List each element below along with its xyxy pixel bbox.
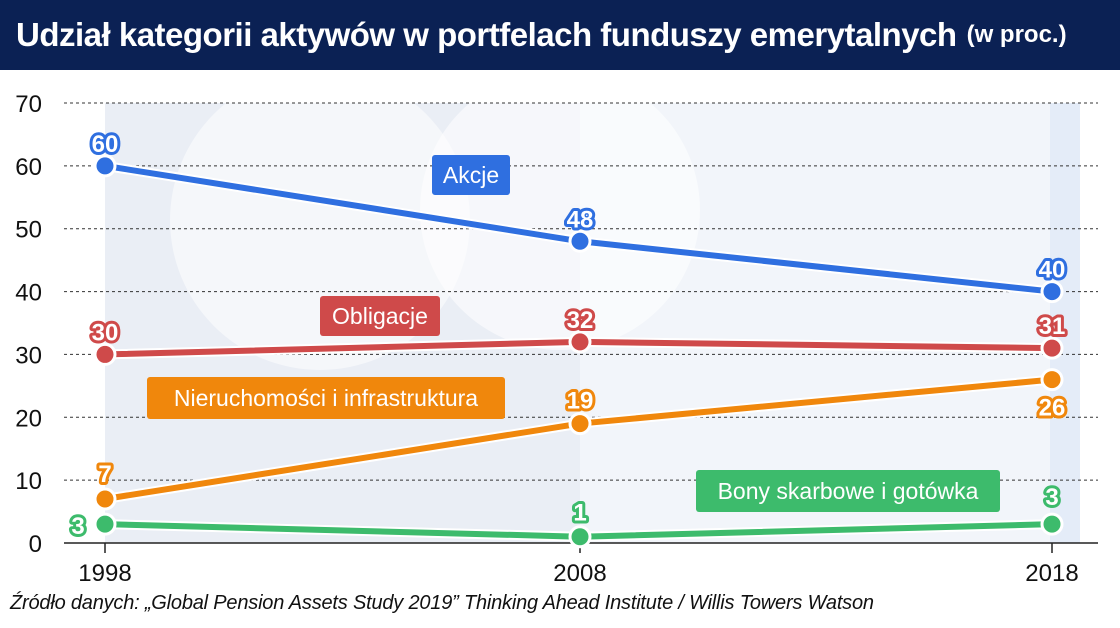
watermark-circle bbox=[420, 70, 700, 350]
y-tick-label: 20 bbox=[15, 405, 42, 432]
data-point bbox=[93, 512, 117, 536]
series-name-label: Obligacje bbox=[332, 303, 428, 329]
series-name-bg bbox=[696, 470, 1000, 512]
y-tick-label: 30 bbox=[15, 342, 42, 369]
value-label: 26 bbox=[1039, 395, 1066, 422]
series-name-label: Bony skarbowe i gotówka bbox=[718, 478, 979, 504]
data-point bbox=[1040, 336, 1064, 360]
data-point bbox=[93, 154, 117, 178]
value-label: 7 bbox=[98, 461, 111, 488]
data-point bbox=[568, 525, 592, 549]
series-group bbox=[93, 154, 1064, 549]
data-point bbox=[568, 330, 592, 354]
value-label: 30 bbox=[92, 319, 119, 346]
series-name-label: Nieruchomości i infrastruktura bbox=[174, 385, 478, 411]
data-point bbox=[1040, 368, 1064, 392]
value-label: 60 bbox=[92, 131, 119, 158]
series-name-box: Nieruchomości i infrastruktura bbox=[147, 377, 505, 419]
value-label: 40 bbox=[1039, 257, 1066, 284]
data-point bbox=[568, 229, 592, 253]
source-note: Źródło danych: „Global Pension Assets St… bbox=[10, 592, 874, 614]
series-name-box: Akcje bbox=[432, 155, 510, 195]
chart-title: Udział kategorii aktywów w portfelach fu… bbox=[16, 16, 957, 53]
x-tick-label: 2018 bbox=[1025, 560, 1078, 587]
y-tick-label: 60 bbox=[15, 154, 42, 181]
series-name-bg bbox=[147, 377, 505, 419]
value-label: 19 bbox=[567, 388, 594, 415]
series-name-bg bbox=[320, 296, 440, 336]
value-label: 3 bbox=[1045, 484, 1058, 511]
value-label: 31 bbox=[1039, 313, 1066, 340]
series-name-box: Bony skarbowe i gotówka bbox=[696, 470, 1000, 512]
data-point bbox=[1040, 512, 1064, 536]
series-name-bg bbox=[432, 155, 510, 195]
data-point bbox=[93, 342, 117, 366]
watermark-circle bbox=[170, 70, 470, 370]
y-tick-label: 10 bbox=[15, 468, 42, 495]
y-tick-label: 0 bbox=[29, 531, 42, 558]
title-bar: Udział kategorii aktywów w portfelach fu… bbox=[0, 0, 1120, 70]
chart-title-unit: (w proc.) bbox=[966, 21, 1067, 48]
data-point bbox=[93, 487, 117, 511]
x-tick-label: 2008 bbox=[553, 560, 606, 587]
series-name-box: Obligacje bbox=[320, 296, 440, 336]
data-point bbox=[568, 412, 592, 436]
x-tick-label: 1998 bbox=[78, 560, 131, 587]
bg-strip bbox=[1050, 103, 1080, 543]
value-label: 1 bbox=[573, 500, 586, 527]
y-tick-label: 70 bbox=[15, 91, 42, 118]
y-tick-label: 50 bbox=[15, 217, 42, 244]
value-label: 32 bbox=[567, 307, 594, 334]
series-name-label: Akcje bbox=[443, 162, 499, 188]
value-label: 3 bbox=[71, 513, 84, 540]
value-label: 48 bbox=[567, 206, 594, 233]
y-tick-label: 40 bbox=[15, 280, 42, 307]
data-point bbox=[1040, 280, 1064, 304]
